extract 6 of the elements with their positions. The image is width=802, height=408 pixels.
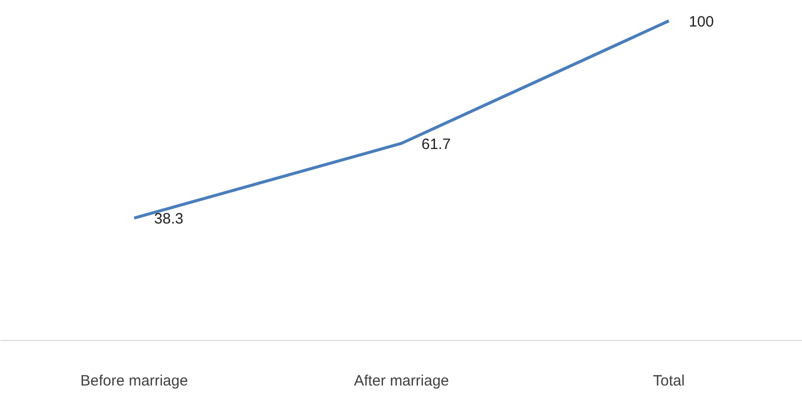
data-label: 38.3 — [154, 210, 184, 228]
x-tick-label: After marriage — [354, 372, 450, 390]
x-tick-label: Before marriage — [80, 372, 188, 390]
data-label: 100 — [688, 13, 714, 30]
x-tick-label: Total — [652, 372, 685, 390]
data-label: 61.7 — [422, 136, 451, 153]
